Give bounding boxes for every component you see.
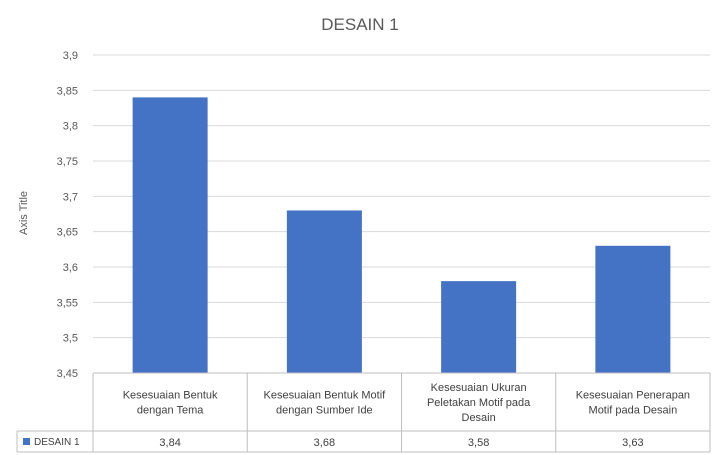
legend-swatch: [23, 438, 30, 445]
category-label: Kesesuaian Ukuran Peletakan Motif pada Des…: [427, 382, 531, 424]
bar: [132, 97, 208, 374]
y-tick-label: 3,85: [57, 85, 78, 97]
y-tick-label: 3,45: [57, 368, 78, 380]
category-label: Kesesuaian Bentuk Motif dengan Sumber Ide: [264, 390, 387, 417]
data-label: 3,84: [159, 437, 180, 449]
data-label: 3,68: [314, 437, 335, 449]
y-tick-label: 3,65: [57, 227, 78, 239]
y-tick-label: 3,55: [57, 297, 78, 309]
y-tick-label: 3,75: [57, 156, 78, 168]
y-tick-labels: 3,45 3,5 3,55 3,6 3,65 3,7 3,75 3,8 3,85 3,9: [57, 50, 78, 380]
y-tick-label: 3,8: [63, 121, 78, 133]
bar: [286, 210, 362, 373]
y-tick-label: 3,5: [63, 333, 78, 345]
data-table: Kesesuaian Bentuk dengan Tema Kesesuaian B…: [16, 372, 711, 453]
bar: [595, 245, 671, 373]
bar: [441, 281, 517, 373]
category-label: Kesesuaian Penerapan Motif pada Desain: [576, 390, 690, 417]
bars: [132, 97, 671, 374]
y-axis-title: Axis Title: [18, 191, 30, 235]
y-tick-label: 3,6: [63, 262, 78, 274]
y-tick-label: 3,7: [63, 191, 78, 203]
category-label: Kesesuaian Bentuk dengan Tema: [123, 390, 218, 417]
y-tick-label: 3,9: [63, 50, 78, 62]
legend-label: DESAIN 1: [34, 437, 80, 448]
data-label: 3,58: [468, 437, 489, 449]
chart-title: DESAIN 1: [321, 15, 398, 34]
data-label: 3,63: [622, 437, 643, 449]
